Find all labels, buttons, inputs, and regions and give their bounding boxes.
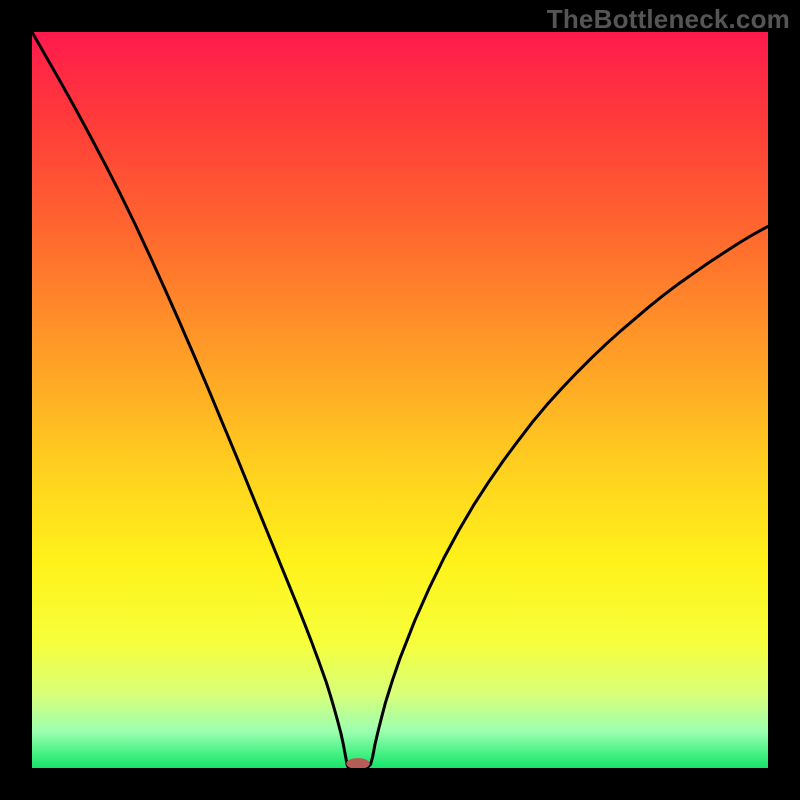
plot-area	[32, 32, 768, 768]
chart-container: TheBottleneck.com	[0, 0, 800, 800]
bottleneck-chart	[32, 32, 768, 768]
watermark-text: TheBottleneck.com	[547, 4, 790, 35]
